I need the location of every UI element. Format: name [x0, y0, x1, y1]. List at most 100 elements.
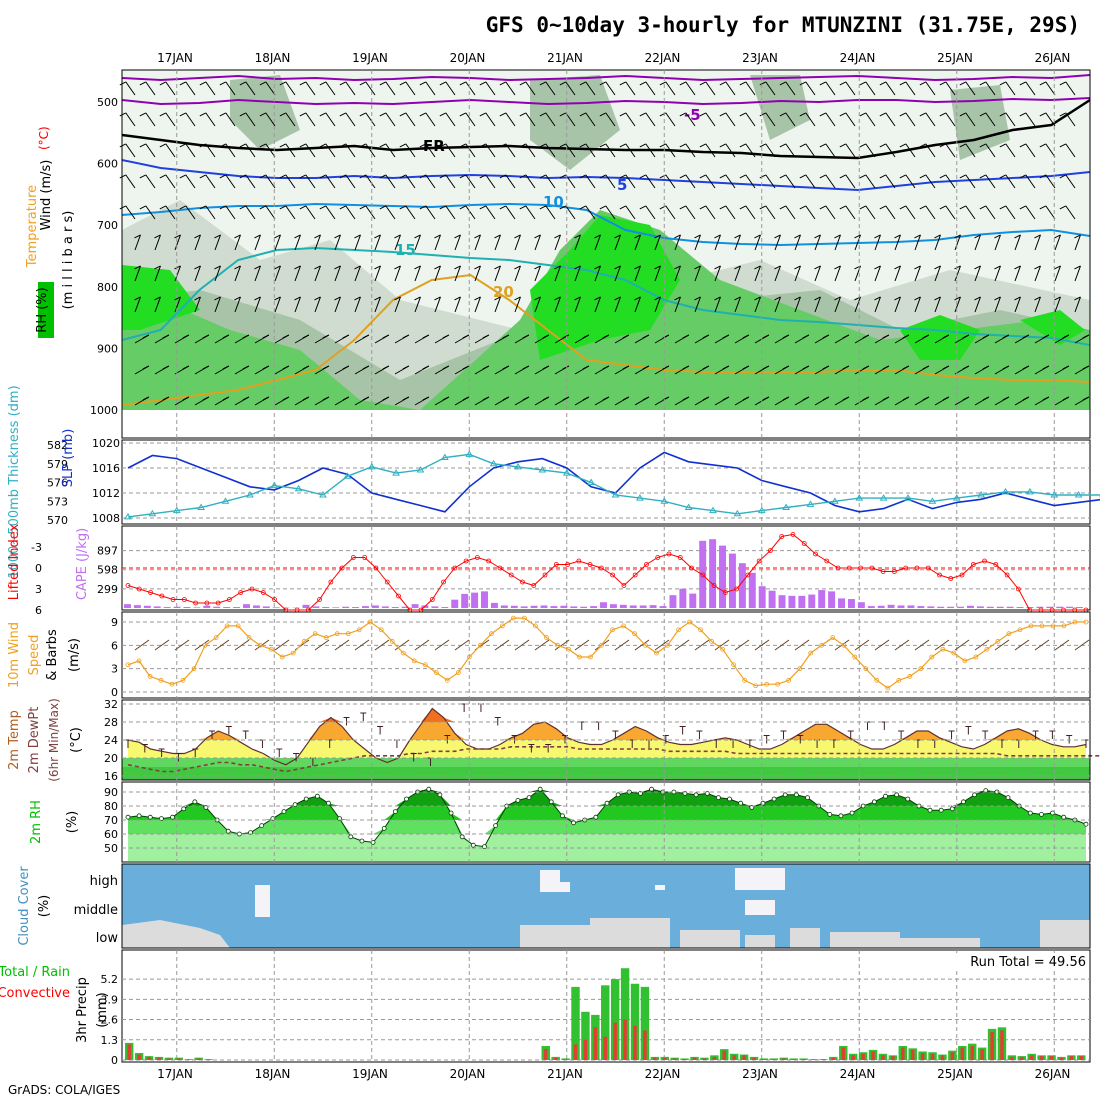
wind-barb [145, 81, 156, 96]
wind-barb [345, 174, 356, 189]
precip-convective-bar [980, 1049, 984, 1060]
precip-convective-bar [553, 1057, 558, 1060]
wind-barb [754, 234, 761, 251]
wind-barb-flag [762, 334, 770, 339]
wind-barb [774, 234, 781, 251]
wind-barb-flag [739, 143, 747, 148]
wind-barb [465, 174, 476, 189]
wind-barb-flag [239, 81, 247, 86]
wind-barb [805, 112, 816, 127]
wind-barb-flag [362, 365, 370, 370]
wind-barb-flag [614, 234, 621, 239]
wind-barb [765, 112, 776, 127]
cape-label: CAPE (J/kg) [75, 528, 90, 600]
wind-barb [645, 112, 656, 127]
wind-barb-flag [1059, 112, 1067, 117]
wind-barb-flag [379, 112, 387, 117]
wind-barb-flag [1002, 334, 1010, 339]
wind-barb [634, 265, 641, 282]
wind-barb [605, 174, 616, 189]
isotherm-label: FR [423, 137, 445, 155]
wind-speed-point [323, 635, 329, 640]
wind-barb-flag [679, 112, 687, 117]
wind-barb-flag [339, 112, 347, 117]
wind-barb [725, 81, 736, 96]
temp-tick-label: 32 [104, 698, 118, 711]
wind-barb-flag [542, 396, 550, 401]
wind-barb-flag [1039, 81, 1047, 86]
wind-barb [714, 234, 721, 251]
date-label-bottom: 18JAN [255, 1067, 291, 1081]
wind-barb-flag [359, 112, 367, 117]
cape-bar [391, 607, 399, 608]
wind-barb [745, 143, 756, 158]
wind-barb [905, 205, 916, 220]
cape-bar [322, 607, 330, 608]
date-label-bottom: 21JAN [547, 1067, 583, 1081]
wind-speed-line [127, 617, 1086, 689]
wind-barb [285, 174, 296, 189]
wind-barb-flag [974, 234, 981, 239]
wind-barb-flag [402, 365, 410, 370]
thickness-point [270, 481, 279, 489]
wind-barb-10m [414, 639, 430, 651]
date-label-top: 24JAN [840, 51, 876, 65]
wind-barb [874, 234, 881, 251]
li-point [159, 593, 165, 599]
wind-barb-flag [239, 205, 247, 210]
rh-point [548, 799, 554, 805]
wind-barb-flag [482, 334, 490, 339]
wind-barb-flag [614, 265, 621, 270]
cape-bar [758, 586, 766, 608]
wind-speed-point [147, 674, 153, 679]
cloud-high-block [540, 870, 560, 892]
li-point [565, 562, 570, 567]
li-tick-label: 6 [35, 604, 42, 617]
wind-barb [645, 81, 656, 96]
wind-barb-flag [279, 174, 287, 179]
wind-barb [365, 174, 376, 189]
isotherm-line [121, 202, 1091, 247]
wind-barb-flag [759, 174, 767, 179]
isotherm-label: 20 [493, 283, 514, 301]
rh-point [727, 796, 732, 802]
wind-barb [1065, 205, 1076, 220]
wind-barb [425, 174, 436, 189]
cloud-low-area [122, 920, 230, 948]
wind-barb-flag [882, 365, 890, 370]
wind-barb [1065, 174, 1076, 189]
wind-barb [994, 234, 1001, 251]
precip-convective-bar [1029, 1055, 1034, 1060]
wind-barb [334, 296, 341, 313]
wind-barb-flag [242, 334, 250, 339]
wind-barb [454, 265, 461, 282]
temp-line [127, 707, 1087, 766]
wind-barb-flag [619, 143, 627, 148]
isotherm-line [121, 98, 1091, 160]
wind-barb [885, 143, 896, 158]
li-point [1015, 586, 1021, 592]
wind-barb-flag [574, 234, 581, 239]
li-point [170, 597, 176, 602]
precip-convective-bar [801, 1059, 806, 1060]
thickness-point [343, 472, 352, 479]
wind-barb-flag [459, 174, 467, 179]
wind-barb [674, 296, 681, 313]
wind-barb [634, 296, 641, 313]
rh-point [259, 823, 265, 828]
wind-barb-flag [302, 396, 310, 401]
precip-convective-bar [821, 1059, 826, 1060]
rh-region [530, 215, 680, 360]
wind-barb-flag [919, 143, 927, 148]
wind-barb-flag [382, 334, 390, 339]
rh-point [560, 813, 565, 819]
wind-barb [994, 265, 1001, 282]
wind-barb-flag [159, 112, 167, 117]
wind-barb-flag [499, 143, 507, 148]
rh-point [883, 793, 888, 799]
wind-barb-10m [774, 639, 790, 651]
cape-bar [798, 595, 806, 608]
wind-barb-flag [739, 112, 747, 117]
wind-barb [485, 205, 496, 220]
wind-barb [545, 81, 556, 96]
